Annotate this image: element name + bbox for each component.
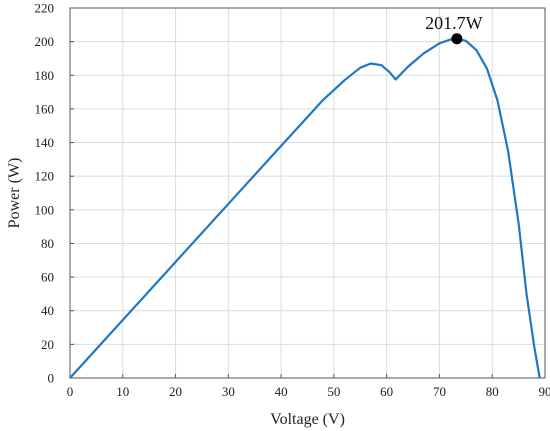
x-tick-label: 60 bbox=[380, 384, 393, 399]
x-tick-label: 10 bbox=[116, 384, 129, 399]
x-tick-label: 80 bbox=[486, 384, 499, 399]
series-line-power-curve bbox=[69, 37, 541, 379]
x-axis-label: Voltage (V) bbox=[270, 411, 345, 428]
grid-lines bbox=[69, 7, 546, 379]
y-tick-label: 0 bbox=[48, 371, 55, 386]
y-tick-label: 180 bbox=[35, 68, 55, 83]
x-tick-label: 70 bbox=[433, 384, 446, 399]
x-axis-ticks: 0 10 20 30 40 50 60 70 80 90 bbox=[67, 374, 550, 399]
plot-area-frame bbox=[69, 7, 546, 379]
x-tick-label: 90 bbox=[539, 384, 550, 399]
y-tick-label: 160 bbox=[35, 101, 55, 116]
x-tick-label: 20 bbox=[169, 384, 182, 399]
y-tick-label: 20 bbox=[41, 337, 54, 352]
y-tick-label: 60 bbox=[41, 270, 54, 285]
x-tick-label: 0 bbox=[67, 384, 74, 399]
x-tick-label: 40 bbox=[275, 384, 288, 399]
y-tick-label: 220 bbox=[35, 1, 55, 16]
y-axis-label: Power (W) bbox=[6, 158, 23, 229]
y-tick-label: 140 bbox=[35, 135, 55, 150]
y-axis-ticks: 0 20 40 60 80 100 120 140 160 180 200 220 bbox=[35, 1, 74, 386]
y-tick-label: 200 bbox=[35, 34, 55, 49]
x-tick-label: 30 bbox=[222, 384, 235, 399]
x-tick-label: 50 bbox=[327, 384, 340, 399]
y-tick-label: 100 bbox=[35, 202, 55, 217]
y-tick-label: 40 bbox=[41, 303, 54, 318]
y-tick-label: 80 bbox=[41, 236, 54, 251]
peak-power-annotation: 201.7W bbox=[425, 13, 483, 33]
peak-power-marker bbox=[451, 33, 463, 45]
y-tick-label: 120 bbox=[35, 169, 55, 184]
